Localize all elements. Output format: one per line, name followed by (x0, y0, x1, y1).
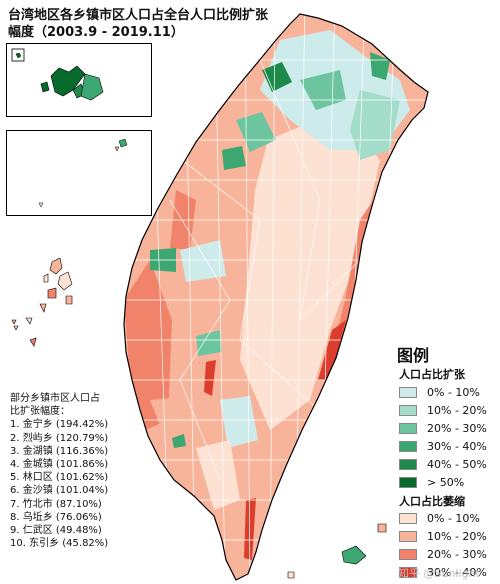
central-mountain-region (240, 110, 380, 430)
kaohsiung-region (150, 396, 196, 450)
yunlin-region (180, 240, 226, 282)
legend-shrink-label: 人口占比萎缩 (399, 495, 465, 508)
legend-swatch (399, 386, 417, 398)
legend-swatch (399, 476, 417, 488)
legend-label: 0% - 10% (427, 511, 480, 525)
south-tip-red (244, 498, 256, 560)
note-item: 10. 东引乡 (45.82%) (10, 538, 109, 550)
note-item: 9. 仁武区 (49.48%) (10, 525, 102, 537)
jhubei-region (222, 146, 246, 170)
legend-row-expansion: 30% - 40% (399, 439, 487, 453)
note-item: 3. 金湖镇 (116.36%) (10, 445, 109, 457)
note-item: 1. 金宁乡 (194.42%) (10, 419, 109, 431)
legend-swatch (399, 404, 417, 416)
legend-swatch (399, 566, 417, 578)
legend-swatch (399, 458, 417, 470)
matsu-map (38, 138, 128, 208)
penghu-islands (11, 257, 73, 347)
legend-label: 20% - 30% (427, 547, 487, 561)
notes-header-line2: 比扩张幅度： (10, 406, 70, 418)
kaohsiung-green (172, 434, 186, 448)
legend-swatch (399, 440, 417, 452)
note-item: 7. 竹北市 (87.10%) (10, 498, 102, 510)
legend-label: 10% - 20% (427, 403, 487, 417)
east-coast-strip (318, 320, 346, 380)
linkou-region (262, 62, 292, 92)
legend-swatch (399, 512, 417, 524)
note-item: 6. 金沙镇 (101.04%) (10, 485, 109, 497)
map-title: 台湾地区各乡镇市区人口占全台人口比例扩张 (8, 8, 269, 23)
legend-row-expansion: 40% - 50% (399, 457, 487, 471)
legend-row-expansion: > 50% (399, 475, 464, 489)
notes-header-line1: 部分乡镇市区人口占 (10, 393, 100, 404)
legend-row-shrink: 0% - 10% (399, 511, 480, 525)
keelung-region (370, 52, 390, 80)
legend-label: 30% - 40% (427, 565, 487, 579)
legend-label: 40% - 50% (427, 457, 487, 471)
map-subtitle: 幅度（2003.9 - 2019.11） (8, 25, 184, 40)
legend-label: 0% - 10% (427, 385, 480, 399)
legend-label: > 50% (427, 475, 465, 489)
legend-swatch (399, 548, 417, 560)
note-item: 5. 林口区 (101.62%) (10, 472, 109, 484)
legend-swatch (399, 422, 417, 434)
legend-label: 30% - 40% (427, 439, 487, 453)
legend-expansion-label: 人口占比扩张 (399, 368, 465, 381)
southeast-islands (287, 523, 387, 579)
legend-row-expansion: 10% - 20% (399, 403, 487, 417)
west-coast-strip (124, 260, 172, 430)
tainan-red-strip (204, 360, 216, 396)
legend-row-expansion: 0% - 10% (399, 385, 480, 399)
northeast-region (350, 90, 400, 160)
legend-label: 10% - 20% (427, 529, 487, 543)
kinmen-inset (6, 43, 152, 117)
legend-row-shrink: 30% - 40% (399, 565, 487, 579)
kinmen-map (11, 48, 104, 101)
watermark: 知乎 @Sunlight (398, 567, 480, 580)
note-item: 8. 乌坵乡 (76.06%) (10, 511, 102, 523)
matsu-inset (6, 130, 152, 216)
legend-row-shrink: 20% - 30% (399, 547, 487, 561)
expansion-notes: 部分乡镇市区人口占 比扩张幅度： 1. 金宁乡 (194.42%) 2. 烈屿乡… (10, 392, 108, 550)
chiayi-region (196, 330, 222, 356)
legend-label: 20% - 30% (427, 421, 487, 435)
legend-title: 图例 (397, 346, 430, 365)
legend-row-expansion: 20% - 30% (399, 421, 487, 435)
legend-row-shrink: 10% - 20% (399, 529, 487, 543)
legend-swatch (399, 530, 417, 542)
note-item: 2. 烈屿乡 (120.79%) (10, 432, 109, 444)
note-item: 4. 金城镇 (101.86%) (10, 459, 109, 471)
